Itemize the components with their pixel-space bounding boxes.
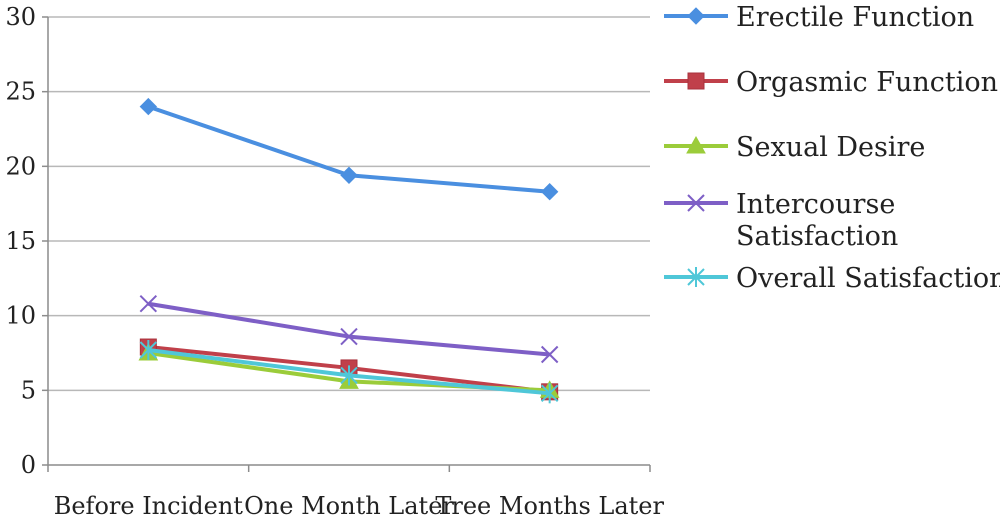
- series-line: [148, 301, 550, 357]
- legend-label-line: Intercourse: [736, 189, 895, 220]
- data-point: [340, 166, 358, 185]
- x-tick-label: One Month Later: [244, 492, 454, 520]
- data-point: [139, 97, 158, 116]
- marker-stroke: [340, 327, 358, 346]
- legend-item: Intercourse Satisfaction: [664, 189, 898, 252]
- series-intercourse-satisfaction: [139, 295, 559, 364]
- y-tick-label: 20: [5, 152, 36, 180]
- legend-label: Sexual Desire: [736, 132, 925, 163]
- x-tick-label: Tree Months Later: [435, 492, 664, 520]
- marker-stroke: [687, 194, 705, 212]
- data-point: [139, 340, 158, 361]
- legend-label: Erectile Function: [736, 2, 974, 33]
- marker-stroke: [540, 345, 559, 364]
- legend-marker: [687, 7, 705, 25]
- legend-marker: [686, 135, 706, 154]
- legend-label-line: Satisfaction: [736, 221, 898, 252]
- gridlines: [48, 16, 650, 392]
- y-tick-label: 10: [5, 302, 36, 330]
- legend-item: Overall Satisfaction: [664, 263, 1000, 294]
- marker-stroke: [139, 295, 158, 313]
- legend-marker: [687, 72, 705, 90]
- series-lines: [138, 97, 560, 404]
- data-point: [340, 327, 358, 346]
- y-tick-labels: 0 5 10 15 20 25 30: [5, 3, 36, 479]
- y-tick-label: 25: [5, 78, 36, 106]
- legend-item: Erectile Function: [664, 2, 974, 33]
- data-point: [540, 345, 559, 364]
- data-point: [540, 183, 559, 201]
- axes: [42, 16, 651, 472]
- legend-marker: [687, 194, 705, 212]
- legend-label: Overall Satisfaction: [736, 263, 1000, 294]
- legend: Erectile Function Orgasmic Function Sexual…: [664, 2, 1000, 294]
- data-point: [540, 383, 559, 404]
- y-tick-label: 30: [5, 3, 36, 31]
- legend-item: Sexual Desire: [664, 132, 925, 163]
- data-point: [340, 365, 358, 386]
- legend-item: Orgasmic Function: [664, 67, 998, 98]
- series-overall-satisfaction: [139, 340, 559, 404]
- legend-marker: [687, 267, 705, 287]
- series-erectile-function: [139, 97, 559, 201]
- data-point: [139, 295, 158, 313]
- legend-label: Intercourse Satisfaction: [736, 189, 898, 252]
- y-tick-label: 5: [21, 376, 36, 404]
- x-tick-label: Before Incident: [54, 492, 244, 520]
- y-tick-label: 0: [21, 451, 36, 479]
- legend-label: Orgasmic Function: [736, 67, 998, 98]
- y-tick-label: 15: [5, 227, 36, 255]
